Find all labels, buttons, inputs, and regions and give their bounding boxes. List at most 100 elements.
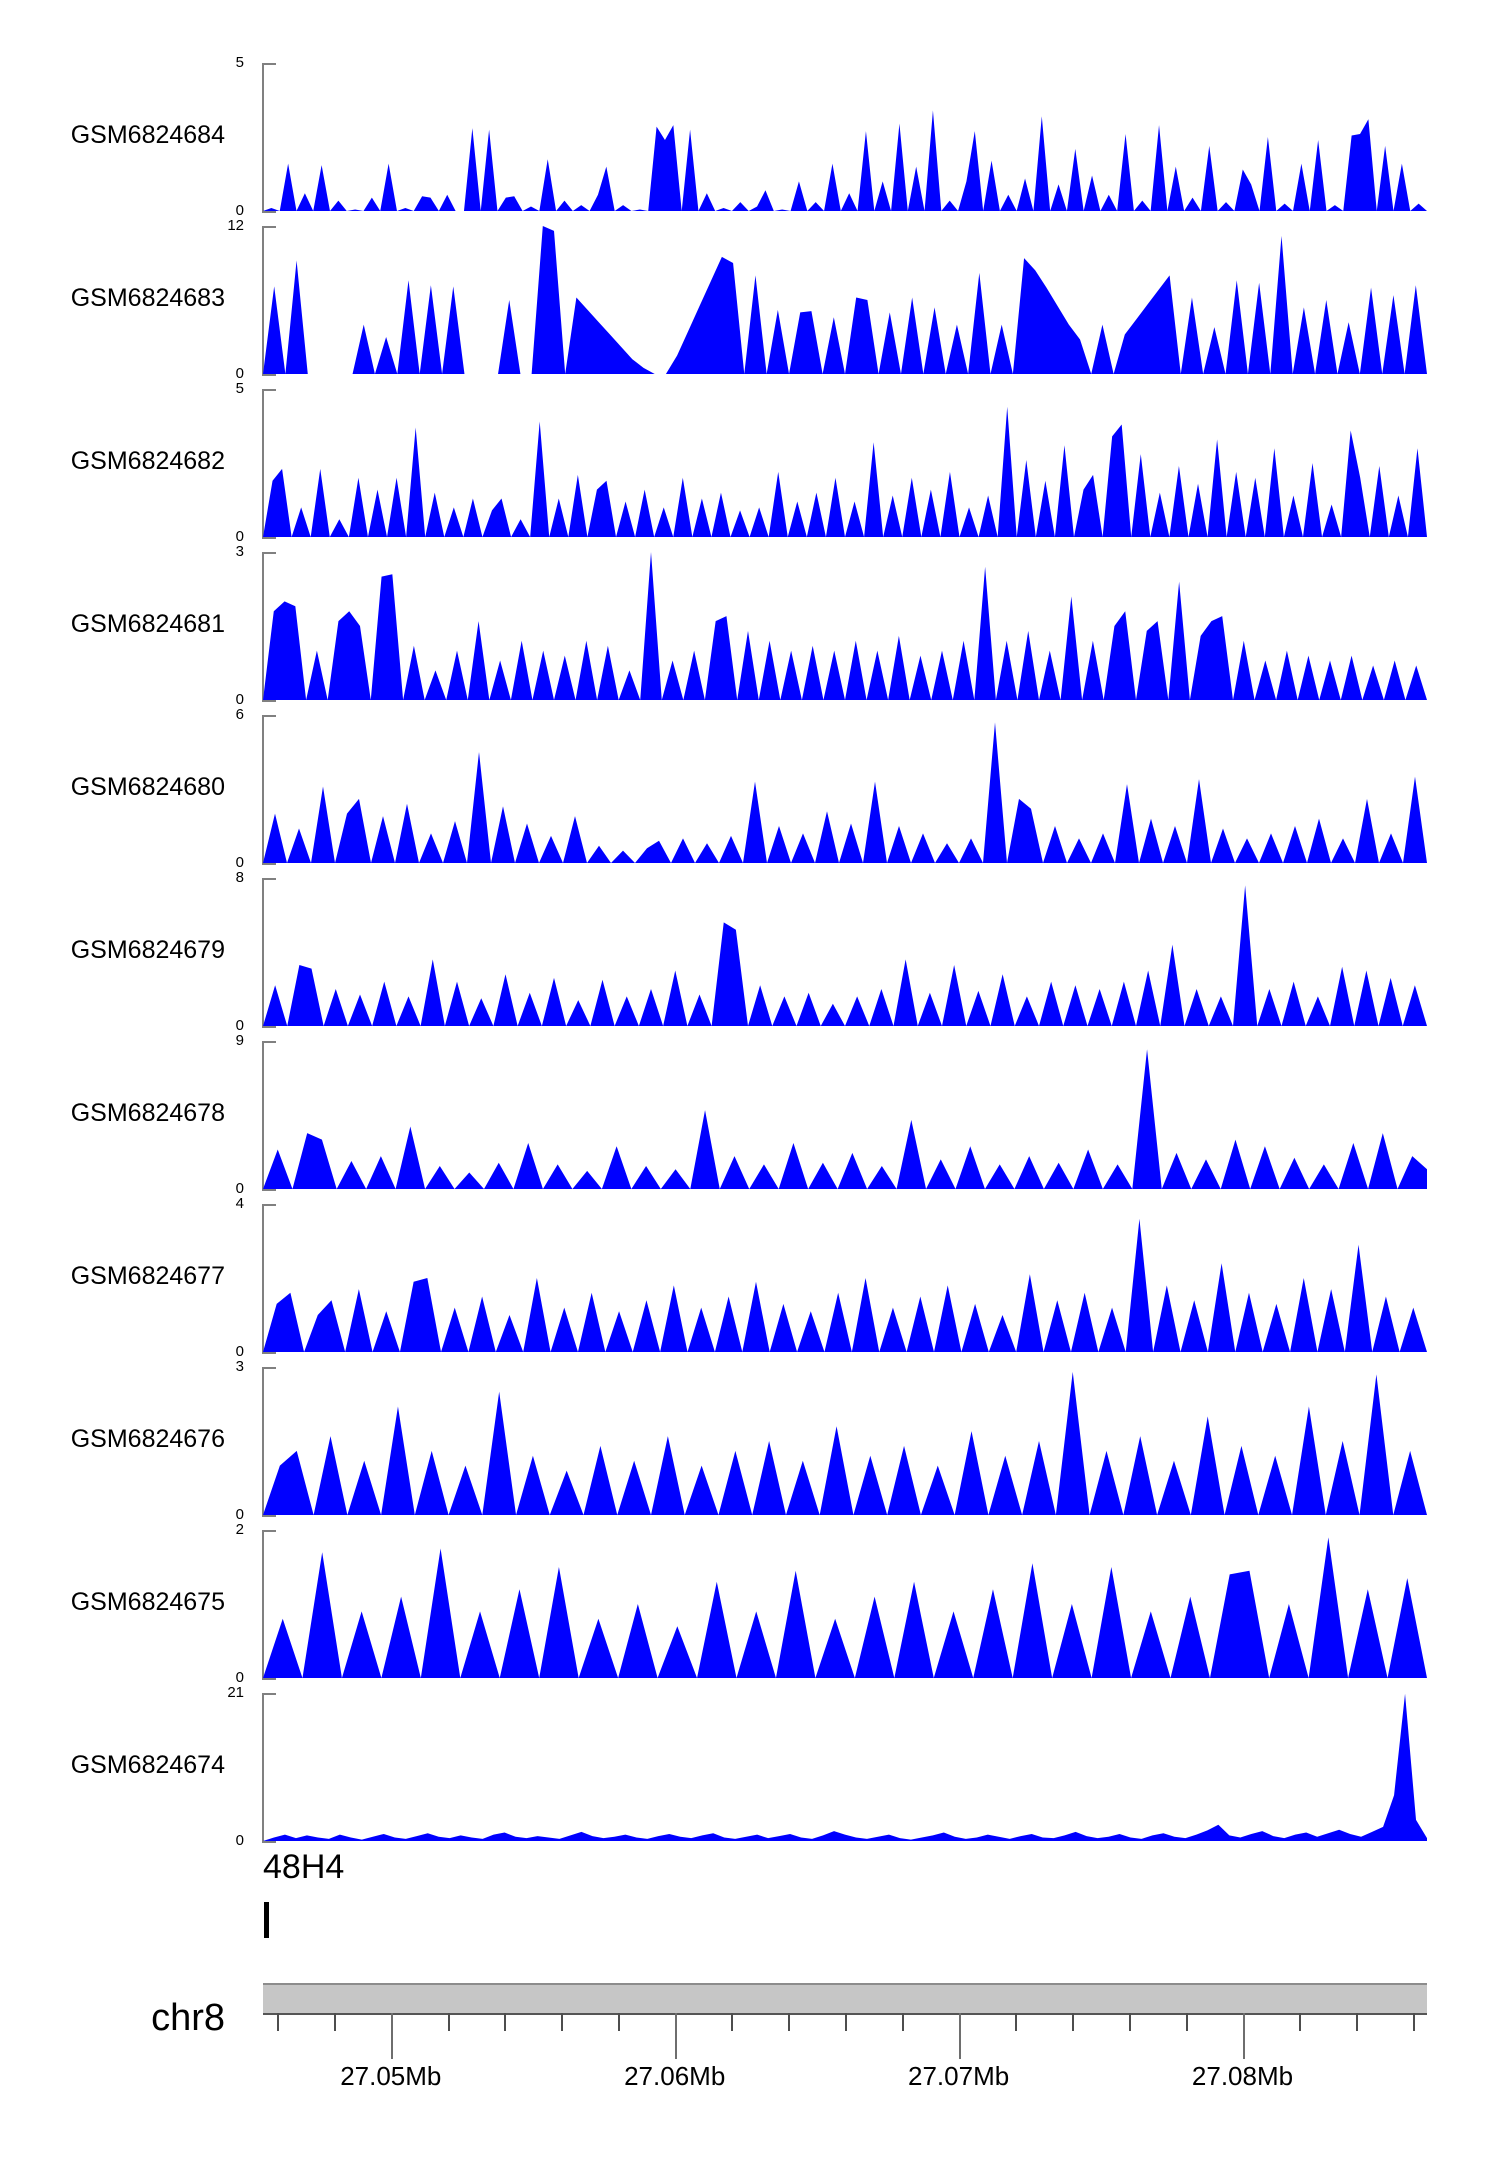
y-axis-zero-label: 0 xyxy=(235,1343,244,1360)
y-axis-zero-label: 0 xyxy=(235,691,244,708)
coverage-plot xyxy=(263,1204,1427,1352)
track-label-GSM6824684: GSM6824684 xyxy=(70,121,225,149)
coverage-track: GSM6824680 6 0 xyxy=(0,675,1500,870)
y-axis-tick-zero xyxy=(262,1189,276,1191)
coord-tick-minor xyxy=(617,2013,620,2031)
track-label-GSM6824682: GSM6824682 xyxy=(70,447,225,475)
y-axis-zero-label: 0 xyxy=(235,1832,244,1849)
y-axis-tick-max xyxy=(262,1204,276,1206)
track-label-GSM6824675: GSM6824675 xyxy=(70,1588,225,1616)
y-axis-line xyxy=(262,1367,264,1515)
y-axis-tick-max xyxy=(262,389,276,391)
coverage-plot xyxy=(263,1530,1427,1678)
coord-tick-minor xyxy=(1412,2013,1415,2031)
y-axis: 12 0 xyxy=(227,218,276,381)
coord-tick-minor xyxy=(1015,2013,1018,2031)
y-axis-max-label: 5 xyxy=(235,380,244,397)
gene-model-mark[interactable] xyxy=(264,1902,269,1938)
y-axis-tick-max xyxy=(262,1530,276,1532)
y-axis-tick-zero xyxy=(262,1678,276,1680)
track-label-GSM6824677: GSM6824677 xyxy=(70,1262,225,1290)
y-axis-zero-label: 0 xyxy=(235,1180,244,1197)
y-axis-tick-zero xyxy=(262,537,276,539)
coverage-track: GSM6824683 12 0 xyxy=(0,186,1500,381)
coord-tick-minor xyxy=(1072,2013,1075,2031)
track-label-GSM6824681: GSM6824681 xyxy=(70,610,225,638)
y-axis-line xyxy=(262,1530,264,1678)
track-label-GSM6824678: GSM6824678 xyxy=(70,1099,225,1127)
y-axis-tick-max xyxy=(262,226,276,228)
y-axis-tick-max xyxy=(262,1693,276,1695)
y-axis: 21 0 xyxy=(227,1685,276,1848)
coord-tick-minor xyxy=(788,2013,791,2031)
chromosome-label: chr8 xyxy=(151,1997,225,2039)
track-label-GSM6824676: GSM6824676 xyxy=(70,1425,225,1453)
y-axis-tick-zero xyxy=(262,1026,276,1028)
coverage-plot xyxy=(263,389,1427,537)
coord-tick-major xyxy=(958,2013,961,2059)
coord-label: 27.08Mb xyxy=(1191,2061,1294,2091)
y-axis-max-label: 8 xyxy=(235,869,244,886)
coord-tick-minor xyxy=(1356,2013,1358,2031)
y-axis-zero-label: 0 xyxy=(235,528,244,545)
y-axis-tick-zero xyxy=(262,1515,276,1517)
coord-tick-minor xyxy=(845,2013,847,2031)
coverage-plot xyxy=(263,878,1427,1026)
y-axis-max-label: 9 xyxy=(235,1032,244,1049)
y-axis-line xyxy=(262,389,264,537)
y-axis-tick-max xyxy=(262,63,276,65)
y-axis-tick-zero xyxy=(262,863,276,865)
y-axis-zero-label: 0 xyxy=(235,365,244,382)
y-axis-tick-max xyxy=(262,878,276,880)
coverage-track: GSM6824678 9 0 xyxy=(0,1001,1500,1196)
coord-tick-minor xyxy=(504,2013,507,2031)
y-axis-line xyxy=(262,715,264,863)
y-axis-max-label: 12 xyxy=(227,217,244,234)
y-axis-line xyxy=(262,878,264,1026)
y-axis-max-label: 6 xyxy=(235,706,244,723)
coverage-track: GSM6824676 3 0 xyxy=(0,1327,1500,1522)
coord-tick-minor xyxy=(277,2013,280,2031)
y-axis-line xyxy=(262,63,264,211)
y-axis-line xyxy=(262,1693,264,1841)
coord-tick-minor xyxy=(901,2013,904,2031)
y-axis-tick-zero xyxy=(262,700,276,702)
coverage-track: GSM6824684 5 0 xyxy=(0,23,1500,218)
y-axis-zero-label: 0 xyxy=(235,202,244,219)
coord-label: 27.05Mb xyxy=(340,2061,442,2091)
coord-label: 27.07Mb xyxy=(908,2061,1010,2091)
coverage-plot xyxy=(263,1041,1427,1189)
chromosome-ideogram-bar[interactable] xyxy=(263,1983,1427,2015)
coord-tick-minor xyxy=(1185,2013,1188,2031)
y-axis-tick-zero xyxy=(262,1352,276,1354)
coord-tick-minor xyxy=(1299,2013,1302,2031)
y-axis-max-label: 4 xyxy=(235,1195,244,1212)
coverage-track: GSM6824681 3 0 xyxy=(0,512,1500,707)
coord-tick-major xyxy=(1242,2013,1245,2059)
y-axis-tick-zero xyxy=(262,374,276,376)
y-axis-line xyxy=(262,226,264,374)
coord-tick-minor xyxy=(561,2013,564,2031)
gene-name-label[interactable]: 48H4 xyxy=(263,1848,345,1886)
y-axis-tick-max xyxy=(262,552,276,554)
coord-tick-major xyxy=(674,2013,677,2059)
gene-annotation-track: 48H4 xyxy=(0,1848,1500,1958)
coord-label: 27.06Mb xyxy=(624,2061,726,2091)
y-axis-zero-label: 0 xyxy=(235,1669,244,1686)
y-axis-tick-zero xyxy=(262,1841,276,1843)
coverage-track: GSM6824677 4 0 xyxy=(0,1164,1500,1359)
coverage-track: GSM6824682 5 0 xyxy=(0,349,1500,544)
coverage-plot xyxy=(263,1367,1427,1515)
track-label-GSM6824674: GSM6824674 xyxy=(70,1751,225,1779)
y-axis-zero-label: 0 xyxy=(235,1506,244,1523)
